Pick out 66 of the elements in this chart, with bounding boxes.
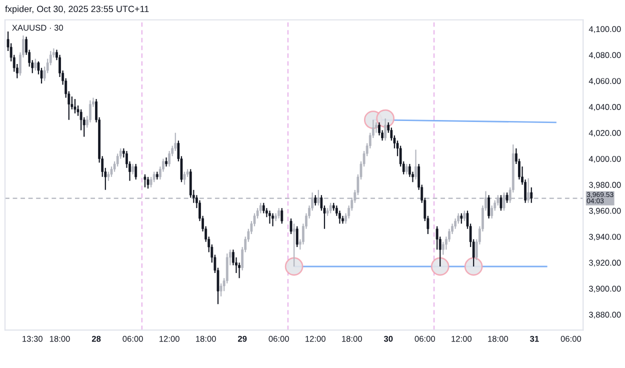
candlestick (268, 210, 271, 224)
y-tick-label: 4,080.00 (588, 52, 621, 60)
candlestick (272, 212, 274, 227)
x-tick-label: 06:00 (268, 336, 289, 342)
point (376, 109, 395, 128)
candlestick (280, 208, 284, 224)
candlestick (74, 98, 76, 114)
y-tick-label: 4,000.00 (588, 156, 621, 163)
candlestick (262, 202, 265, 214)
y-tick-label: 3,940.00 (589, 234, 621, 241)
y-tick-label: 3,960.00 (589, 208, 621, 215)
candlestick (506, 192, 508, 204)
y-tick-label: 3,980.00 (589, 182, 621, 189)
candlestick (132, 163, 134, 175)
chart-subtitle: fxpider, Oct 30, 2025 23:55 UTC+11 (5, 6, 149, 14)
x-tick-label: 29 (238, 336, 247, 342)
candlestick (290, 218, 292, 235)
y-tick-label: 3,920.00 (589, 260, 621, 267)
candlestick (488, 194, 490, 220)
candlestick (168, 150, 171, 168)
point (284, 257, 304, 276)
x-tick-label: 18:00 (342, 336, 362, 342)
y-tick-label: 4,020.00 (588, 130, 621, 137)
x-tick-label: 31 (530, 336, 539, 342)
candlestick (134, 163, 138, 180)
x-tick-label: 12:00 (306, 336, 326, 342)
candlestick (144, 174, 146, 188)
candlestick (165, 156, 168, 168)
y-tick-label: 3,880.00 (589, 312, 621, 319)
x-tick-label: 18:00 (50, 336, 70, 342)
x-tick-label: 06:00 (122, 336, 143, 342)
candlestick (292, 223, 296, 268)
y-tick-label: 4,100.00 (588, 26, 621, 34)
candlestick (490, 204, 494, 220)
x-tick-label: 30 (384, 336, 393, 342)
point (430, 257, 450, 276)
candlestick (314, 194, 317, 206)
candlestick (174, 132, 177, 152)
x-tick-label: 18:00 (196, 336, 216, 342)
candlestick (278, 208, 280, 220)
candlestick (463, 210, 466, 222)
candlestick (110, 166, 113, 178)
candlestick (530, 186, 533, 204)
x-tick-label: 06:00 (560, 336, 582, 342)
x-tick-label: 06:00 (414, 336, 436, 342)
candlestick (183, 171, 186, 186)
x-tick-label: 12:00 (452, 336, 472, 342)
candlestick (146, 176, 150, 190)
x-tick-label: 28 (92, 336, 101, 342)
candlestick (500, 194, 502, 212)
candlestick (414, 149, 417, 180)
x-tick-label: 12:00 (160, 336, 180, 342)
point (464, 257, 483, 276)
candlestick (296, 226, 298, 248)
candlestick (405, 163, 408, 175)
y-tick-label: 4,060.00 (588, 78, 621, 85)
candlestick (34, 58, 37, 72)
y-tick-label: 3,900.00 (589, 286, 621, 293)
x-tick-label: 13:30 (22, 336, 42, 342)
candlestick (502, 192, 506, 212)
candlestick (329, 202, 332, 214)
chart-title: XAUUSD · 30 (12, 24, 64, 31)
candlestick (384, 118, 387, 142)
candlestick (460, 212, 463, 224)
x-tick-label: 18:00 (488, 336, 508, 342)
y-tick-label: 4,040.00 (588, 104, 621, 111)
